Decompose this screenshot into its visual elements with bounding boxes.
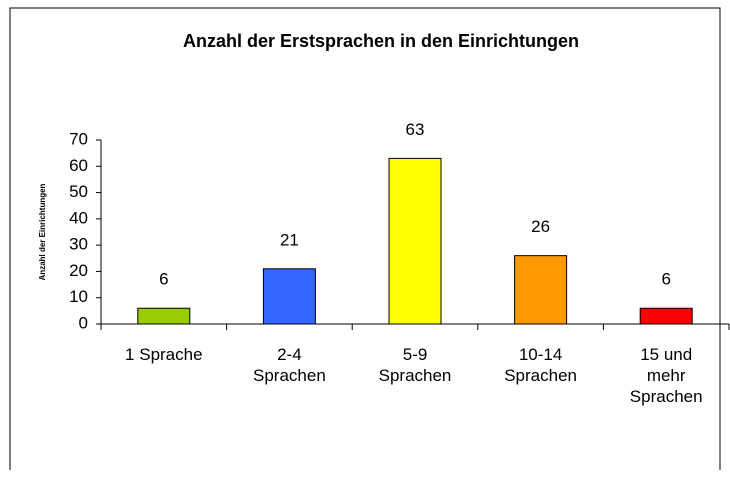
data-label: 26: [531, 217, 550, 236]
x-tick-label: 1 Sprache: [125, 345, 203, 364]
y-tick-label: 30: [69, 235, 88, 254]
bar: [639, 307, 693, 325]
x-tick-label: 10-14 Sprachen: [504, 345, 577, 385]
y-tick-label: 70: [69, 129, 88, 148]
data-label: 6: [159, 270, 168, 289]
data-label: 21: [280, 230, 299, 249]
bar: [137, 307, 191, 325]
bar: [262, 268, 316, 325]
x-tick-label: 5-9 Sprachen: [378, 345, 452, 385]
y-tick-label: 0: [79, 313, 88, 332]
chart-frame: [9, 7, 721, 470]
chart-title: Anzahl der Erstsprachen in den Einrichtu…: [183, 31, 579, 51]
y-axis-label: Anzahl der Einrichtungen: [38, 183, 47, 280]
data-label: 6: [661, 270, 670, 289]
y-tick-label: 20: [69, 261, 88, 280]
bar: [388, 157, 442, 325]
y-tick-label: 60: [69, 156, 88, 175]
y-tick-label: 50: [69, 182, 88, 201]
x-tick-label: 15 und mehr Sprachen: [629, 345, 703, 406]
y-tick-label: 10: [69, 287, 88, 306]
data-label: 63: [406, 120, 425, 139]
bar: [514, 255, 568, 325]
y-tick-label: 40: [69, 208, 88, 227]
x-tick-label: 2-4 Sprachen: [253, 345, 326, 385]
